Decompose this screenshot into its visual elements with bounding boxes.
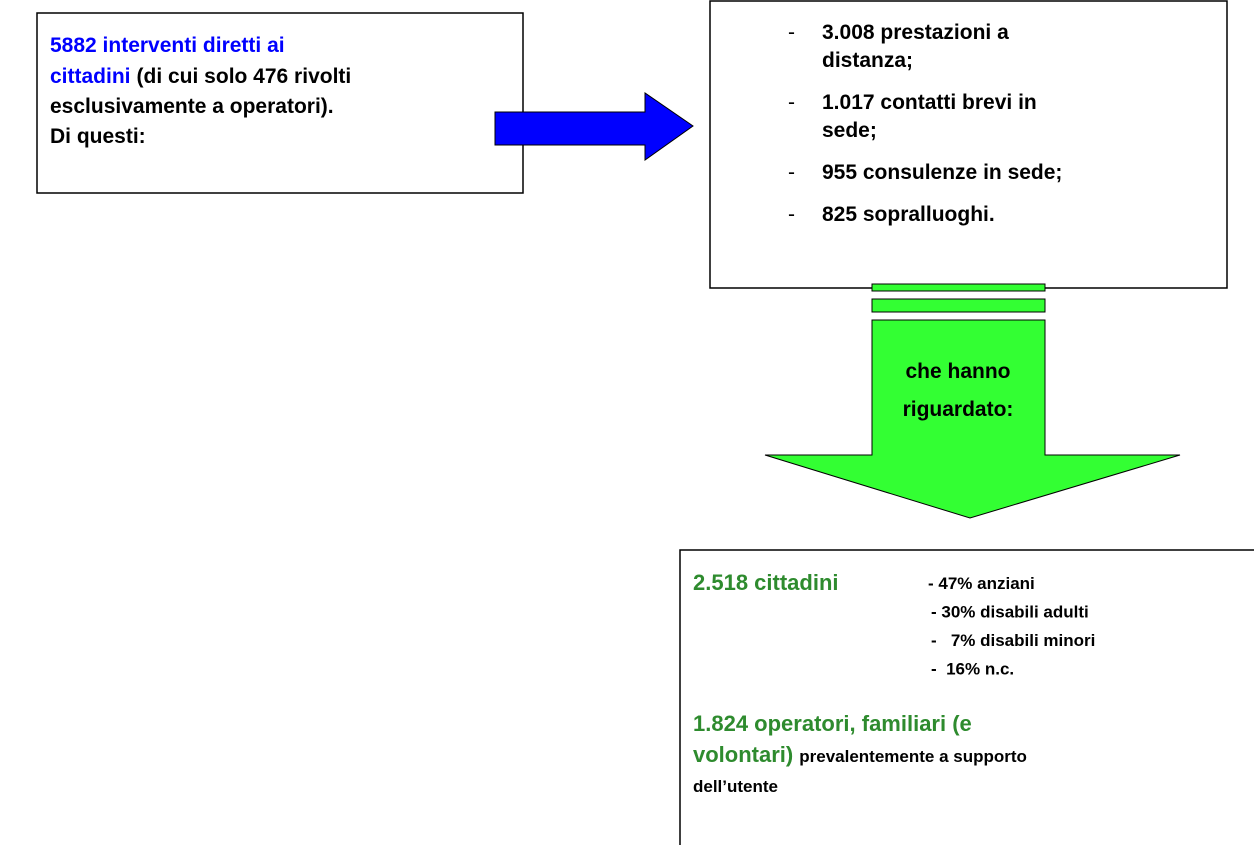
bullet: - (788, 21, 795, 44)
breakdown-item: 825 sopralluoghi. (822, 203, 995, 226)
citizens: 2.518 cittadini (693, 570, 839, 595)
bullet: - (788, 161, 795, 184)
bullet: - (788, 203, 795, 226)
source-highlight: cittadini (50, 65, 131, 88)
arrow-label: riguardato: (903, 398, 1014, 421)
others-line: volontari) prevalentemente a supporto (693, 742, 1027, 767)
breakdown-item: distanza; (822, 49, 913, 72)
source-box (36, 12, 524, 194)
others-note: dell’utente (693, 777, 778, 796)
citizen-group: - 7% disabili minori (931, 631, 1095, 650)
breakdown-item: 3.008 prestazioni a (822, 21, 1009, 44)
source-line: cittadini (di cui solo 476 rivolti (50, 65, 351, 88)
source-text: (di cui solo 476 rivolti (137, 65, 352, 88)
arrow-label: che hanno (905, 360, 1010, 383)
source-highlight: 5882 interventi diretti ai (50, 34, 285, 57)
arrow-stripe (871, 283, 1046, 292)
right-arrow (494, 92, 694, 161)
breakdown-box (709, 0, 1228, 289)
citizen-group: - 47% anziani (928, 574, 1035, 593)
others-note: prevalentemente a supporto (799, 747, 1027, 766)
citizen-groups: - 47% anziani - 30% disabili adulti - 7% d… (928, 574, 1095, 679)
arrow-stripe (871, 298, 1046, 313)
citizen-group: - 16% n.c. (931, 660, 1014, 679)
citizen-group: - 30% disabili adulti (931, 603, 1089, 622)
result-box (679, 549, 1254, 845)
source-text: esclusivamente a operatori). (50, 95, 334, 118)
bullet: - (788, 91, 795, 114)
breakdown-item: sede; (822, 119, 877, 142)
breakdown-list: - 3.008 prestazioni a distanza; - 1.017 cont… (788, 21, 1062, 226)
down-arrow (764, 319, 1181, 519)
breakdown-item: 955 consulenze in sede; (822, 161, 1062, 184)
breakdown-item: 1.017 contatti brevi in (822, 91, 1037, 114)
source-text: Di questi: (50, 125, 146, 148)
others: 1.824 operatori, familiari (e (693, 711, 972, 736)
others: volontari) (693, 742, 793, 767)
